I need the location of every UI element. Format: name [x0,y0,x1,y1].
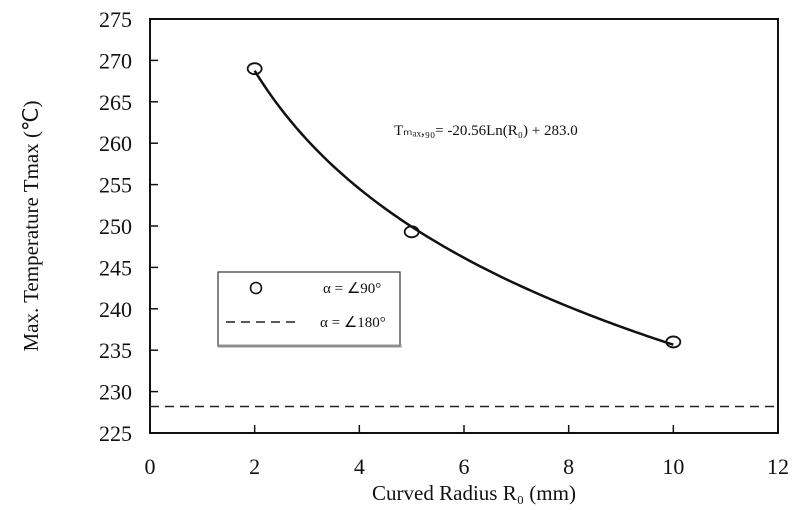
series-90-points [246,62,682,349]
y-tick-label: 270 [99,48,132,73]
y-tick-label: 230 [99,380,132,405]
fit-equation: Tₘₐₓ,₉₀= -20.56Ln(R₀) + 283.0 [394,123,578,139]
x-tick-label: 2 [249,454,260,479]
plot-frame [149,18,779,434]
x-tick-label: 12 [767,454,789,479]
y-tick-label: 225 [99,421,132,446]
y-tick-label: 240 [99,297,132,322]
y-tick-labels: 225 230 235 240 245 250 255 260 265 270 275 [99,7,132,446]
y-tick-label: 275 [99,7,132,32]
fit-curve [253,70,674,346]
x-axis-label: Curved Radius R₀ (mm) [372,481,576,505]
y-tick-label: 235 [99,338,132,363]
y-tick-label: 245 [99,255,132,280]
y-tick-label: 250 [99,214,132,239]
x-tick-label: 10 [662,454,684,479]
legend-label-180: α = ∠180° [320,315,386,331]
x-tick-label: 4 [354,454,365,479]
axis-tick-marks [149,18,779,434]
legend: α = ∠90° α = ∠180° [217,271,402,348]
y-tick-label: 265 [99,90,132,115]
x-tick-label: 6 [459,454,470,479]
y-axis-label: Max. Temperature Tmax (℃) [19,100,43,351]
legend-marker-circle [249,281,263,295]
legend-shadow [218,344,402,348]
data-point [403,225,420,239]
data-point [665,335,682,349]
x-tick-labels: 0 2 4 6 8 10 12 [145,454,790,479]
y-tick-label: 260 [99,131,132,156]
x-tick-label: 0 [145,454,156,479]
legend-label-90: α = ∠90° [323,281,381,297]
y-tick-label: 255 [99,173,132,198]
data-point [246,62,263,76]
x-tick-label: 8 [563,454,574,479]
